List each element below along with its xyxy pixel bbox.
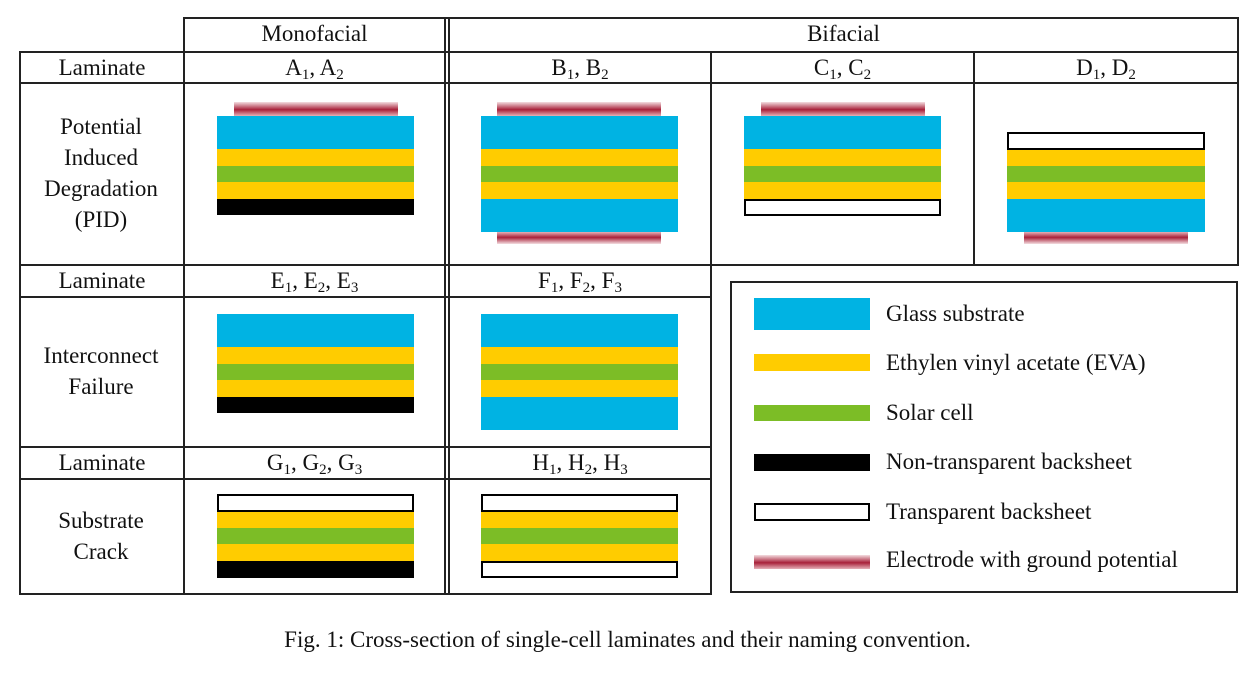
legend-swatch-solar-cell bbox=[754, 405, 870, 421]
grid-line bbox=[19, 593, 711, 595]
backsheet-layer bbox=[217, 397, 414, 413]
solar-cell-layer bbox=[744, 166, 941, 182]
sample-label-g: G1, G2, G3 bbox=[266, 450, 363, 478]
eva-layer bbox=[217, 149, 414, 166]
legend-swatch-eva bbox=[754, 354, 870, 371]
transparent-backsheet-layer bbox=[481, 494, 678, 512]
row-label-substrate: Substrate Crack bbox=[58, 508, 144, 564]
electrode-layer bbox=[761, 102, 925, 116]
electrode-layer bbox=[234, 102, 398, 116]
legend-label-electrode: Electrode with ground potential bbox=[886, 547, 1178, 572]
electrode-layer bbox=[1024, 232, 1188, 244]
legend bbox=[730, 281, 1238, 593]
eva-layer bbox=[217, 182, 414, 199]
grid-line bbox=[183, 17, 1238, 19]
eva-layer bbox=[481, 512, 678, 528]
transparent-backsheet-layer bbox=[217, 494, 414, 512]
glass-layer bbox=[481, 116, 678, 149]
grid-line bbox=[710, 51, 712, 595]
sample-label-a: A1, A2 bbox=[285, 55, 344, 83]
glass-layer bbox=[1007, 199, 1205, 232]
laminate-label: Laminate bbox=[58, 450, 146, 475]
grid-line bbox=[1237, 17, 1239, 266]
electrode-layer bbox=[497, 232, 661, 244]
glass-layer bbox=[744, 116, 941, 149]
grid-line bbox=[19, 82, 1238, 84]
figure-caption: Fig. 1: Cross-section of single-cell lam… bbox=[284, 627, 971, 652]
legend-swatch-transparent-backsheet bbox=[754, 503, 870, 521]
grid-line bbox=[973, 51, 975, 266]
sample-label-b: B1, B2 bbox=[551, 55, 609, 83]
legend-label-eva: Ethylen vinyl acetate (EVA) bbox=[886, 350, 1146, 375]
grid-line bbox=[183, 17, 185, 595]
laminate-label: Laminate bbox=[58, 55, 146, 80]
eva-layer bbox=[217, 347, 414, 364]
grid-line bbox=[19, 478, 711, 480]
legend-label-solar-cell: Solar cell bbox=[886, 400, 974, 425]
eva-layer bbox=[744, 149, 941, 166]
grid-line bbox=[19, 51, 21, 595]
eva-layer bbox=[744, 182, 941, 199]
backsheet-layer bbox=[217, 561, 414, 578]
glass-layer bbox=[481, 199, 678, 232]
grid-line bbox=[444, 17, 446, 595]
solar-cell-layer bbox=[217, 166, 414, 182]
grid-line bbox=[19, 51, 1238, 53]
solar-cell-layer bbox=[481, 166, 678, 182]
row-label-pid: Potential Induced Degradation (PID) bbox=[44, 114, 158, 232]
grid-line bbox=[448, 17, 450, 595]
eva-layer bbox=[481, 380, 678, 397]
eva-layer bbox=[481, 149, 678, 166]
sample-label-e: E1, E2, E3 bbox=[270, 268, 359, 296]
solar-cell-layer bbox=[217, 528, 414, 544]
solar-cell-layer bbox=[481, 364, 678, 380]
glass-layer bbox=[481, 314, 678, 347]
eva-layer bbox=[481, 347, 678, 364]
sample-label-d: D1, D2 bbox=[1076, 55, 1136, 83]
backsheet-layer bbox=[217, 199, 414, 215]
grid-line bbox=[19, 446, 711, 448]
laminate-label: Laminate bbox=[58, 268, 146, 293]
solar-cell-layer bbox=[217, 364, 414, 380]
glass-layer bbox=[217, 314, 414, 347]
legend-label-backsheet: Non-transparent backsheet bbox=[886, 449, 1132, 474]
glass-layer bbox=[481, 397, 678, 430]
eva-layer bbox=[217, 544, 414, 561]
transparent-backsheet-layer bbox=[744, 199, 941, 216]
header-monofacial: Monofacial bbox=[261, 21, 368, 46]
transparent-backsheet-layer bbox=[481, 561, 678, 578]
electrode-layer bbox=[497, 102, 661, 116]
glass-layer bbox=[217, 116, 414, 149]
grid-line bbox=[19, 264, 1238, 266]
legend-swatch-electrode bbox=[754, 555, 870, 569]
sample-label-c: C1, C2 bbox=[813, 55, 872, 83]
row-label-interconnect: Interconnect Failure bbox=[43, 343, 159, 399]
sample-label-f: F1, F2, F3 bbox=[538, 268, 622, 296]
solar-cell-layer bbox=[1007, 166, 1205, 182]
header-bifacial: Bifacial bbox=[807, 21, 880, 46]
eva-layer bbox=[1007, 182, 1205, 199]
solar-cell-layer bbox=[481, 528, 678, 544]
transparent-backsheet-layer bbox=[1007, 132, 1205, 150]
eva-layer bbox=[481, 182, 678, 199]
legend-label-glass: Glass substrate bbox=[886, 301, 1025, 326]
eva-layer bbox=[1007, 150, 1205, 166]
legend-swatch-glass bbox=[754, 298, 870, 330]
eva-layer bbox=[217, 512, 414, 528]
eva-layer bbox=[481, 544, 678, 561]
legend-label-transparent-backsheet: Transparent backsheet bbox=[886, 499, 1092, 524]
eva-layer bbox=[217, 380, 414, 397]
grid-line bbox=[19, 296, 711, 298]
sample-label-h: H1, H2, H3 bbox=[532, 450, 628, 478]
legend-swatch-backsheet bbox=[754, 454, 870, 471]
